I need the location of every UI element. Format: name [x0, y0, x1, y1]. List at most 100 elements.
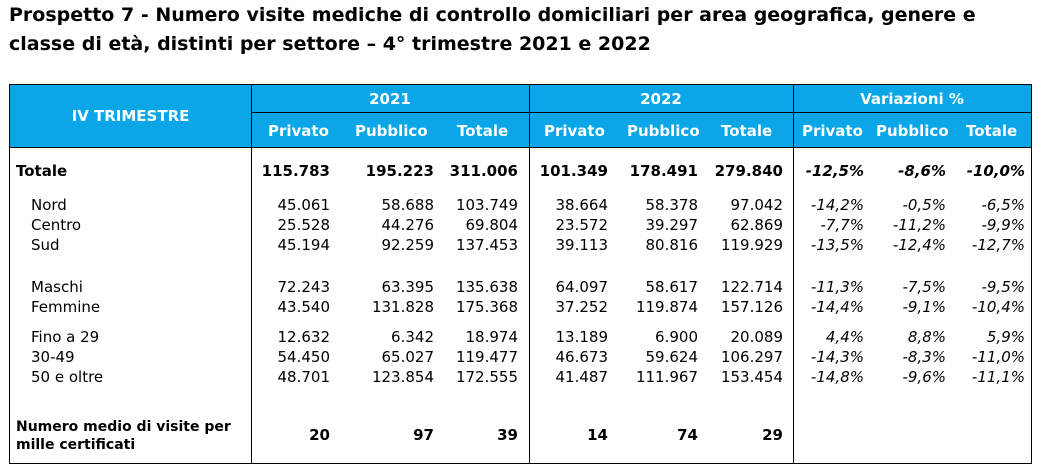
- table-cell: 92.259: [381, 236, 435, 254]
- table-cell: 135.638: [455, 278, 518, 296]
- table-cell: -14,3%: [810, 348, 864, 366]
- table-cell: 195.223: [365, 162, 434, 180]
- table-cell: -9,1%: [902, 298, 946, 316]
- table-cell: -13,5%: [810, 236, 864, 254]
- col-header: Totale: [721, 122, 773, 140]
- table-cell: 54.450: [277, 348, 331, 366]
- table-cell: 38.664: [555, 196, 609, 214]
- table-cell: -8,3%: [902, 348, 946, 366]
- col-header: Pubblico: [876, 122, 949, 140]
- table-cell: 137.453: [455, 236, 518, 254]
- table-cell: -6,5%: [981, 196, 1025, 214]
- table-cell: 6.342: [391, 328, 434, 346]
- average-cell: 20: [309, 426, 330, 444]
- column-separator: [529, 148, 530, 463]
- table-cell: 46.673: [555, 348, 609, 366]
- row-label: Centro: [31, 216, 82, 234]
- table-cell: 58.378: [645, 196, 699, 214]
- table-cell: 157.126: [720, 298, 783, 316]
- table-cell: -11,2%: [892, 216, 946, 234]
- table-cell: -14,2%: [810, 196, 864, 214]
- table-cell: -14,8%: [810, 368, 864, 386]
- table-cell: 59.624: [645, 348, 699, 366]
- table-cell: 39.297: [645, 216, 699, 234]
- group-label-variazioni: Variazioni %: [860, 90, 964, 108]
- table-cell: 43.540: [277, 298, 331, 316]
- row-label-totale: Totale: [16, 162, 68, 180]
- table-cell: 45.061: [277, 196, 331, 214]
- table-cell: -11,1%: [971, 368, 1025, 386]
- table-cell: 279.840: [714, 162, 783, 180]
- table-cell: 8,8%: [907, 328, 946, 346]
- column-separator: [251, 148, 252, 463]
- average-cell: 39: [497, 426, 518, 444]
- table-cell: 48.701: [277, 368, 331, 386]
- row-label: 50 e oltre: [31, 368, 104, 386]
- table-cell: -14,4%: [810, 298, 864, 316]
- table-cell: 58.688: [381, 196, 435, 214]
- average-row-label: Numero medio di visite per: [16, 419, 231, 435]
- table-cell: -11,0%: [971, 348, 1025, 366]
- row-label: Femmine: [31, 298, 101, 316]
- group-label-2022: 2022: [640, 90, 682, 108]
- header-separator: [793, 85, 794, 148]
- header-separator: [529, 85, 530, 148]
- table-cell: -12,5%: [805, 162, 864, 180]
- table-cell: 23.572: [555, 216, 609, 234]
- table-cell: 311.006: [449, 162, 518, 180]
- table-cell: 45.194: [277, 236, 331, 254]
- row-label: Maschi: [31, 278, 83, 296]
- table-cell: -10,4%: [971, 298, 1025, 316]
- table-cell: -7,5%: [902, 278, 946, 296]
- table-cell: 101.349: [539, 162, 608, 180]
- table-cell: -9,5%: [981, 278, 1025, 296]
- table-cell: 172.555: [455, 368, 518, 386]
- table-cell: -12,4%: [892, 236, 946, 254]
- col-header: Privato: [268, 122, 329, 140]
- table-cell: 39.113: [555, 236, 609, 254]
- row-label: Nord: [31, 196, 67, 214]
- col-header: Pubblico: [355, 122, 428, 140]
- table-cell: -0,5%: [902, 196, 946, 214]
- table-cell: -10,0%: [966, 162, 1025, 180]
- table-cell: 64.097: [555, 278, 609, 296]
- table-cell: 44.276: [381, 216, 435, 234]
- col-header: Totale: [457, 122, 509, 140]
- table-cell: 175.368: [455, 298, 518, 316]
- group-underline: [251, 112, 1031, 113]
- page-title: Prospetto 7 - Numero visite mediche di c…: [9, 4, 976, 55]
- statistics-table: IV TRIMESTRE 2021 2022 Variazioni % Priv…: [9, 84, 1032, 464]
- col-header: Privato: [802, 122, 863, 140]
- table-cell: 12.632: [277, 328, 331, 346]
- table-cell: 131.828: [371, 298, 434, 316]
- table-cell: 63.395: [381, 278, 435, 296]
- average-cell: 29: [762, 426, 783, 444]
- table-cell: 65.027: [381, 348, 435, 366]
- table-cell: 178.491: [629, 162, 698, 180]
- row-label: 30-49: [31, 348, 75, 366]
- table-cell: -11,3%: [810, 278, 864, 296]
- table-cell: 6.900: [655, 328, 698, 346]
- table-cell: -7,7%: [820, 216, 864, 234]
- table-cell: 115.783: [261, 162, 330, 180]
- table-cell: 123.854: [371, 368, 434, 386]
- average-cell: 74: [677, 426, 698, 444]
- row-header-label: IV TRIMESTRE: [71, 107, 190, 125]
- table-cell: 4,4%: [825, 328, 864, 346]
- table-header: [10, 85, 1031, 148]
- table-cell: 97.042: [730, 196, 784, 214]
- table-cell: 111.967: [635, 368, 698, 386]
- table-cell: 103.749: [455, 196, 518, 214]
- table-cell: 37.252: [555, 298, 609, 316]
- header-separator: [251, 85, 252, 148]
- table-cell: -8,6%: [898, 162, 946, 180]
- average-cell: 97: [413, 426, 434, 444]
- table-cell: 119.929: [720, 236, 783, 254]
- table-cell: 20.089: [730, 328, 784, 346]
- table-cell: 122.714: [720, 278, 783, 296]
- table-cell: -9,9%: [981, 216, 1025, 234]
- table-cell: 72.243: [277, 278, 331, 296]
- table-cell: 80.816: [645, 236, 699, 254]
- table-cell: 153.454: [720, 368, 783, 386]
- table-cell: 119.477: [455, 348, 518, 366]
